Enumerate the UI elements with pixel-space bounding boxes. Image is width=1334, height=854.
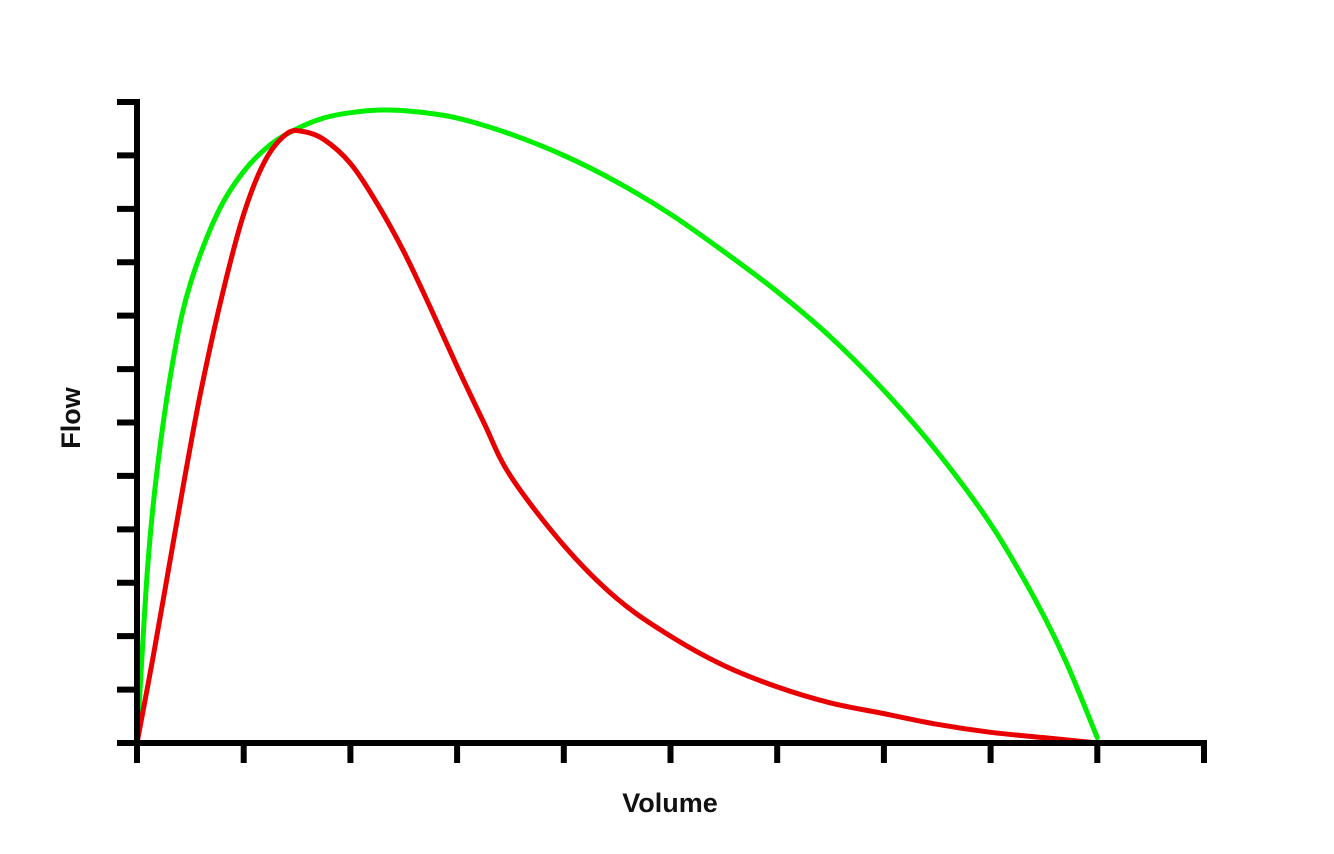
y-axis-ticks — [117, 99, 137, 746]
series-line-1 — [134, 128, 1100, 746]
series-layer — [134, 107, 1100, 746]
x-axis-label: Volume — [622, 788, 718, 818]
y-axis-label: Flow — [56, 386, 86, 448]
series-line-0 — [134, 107, 1100, 746]
x-axis-ticks — [134, 743, 1207, 763]
